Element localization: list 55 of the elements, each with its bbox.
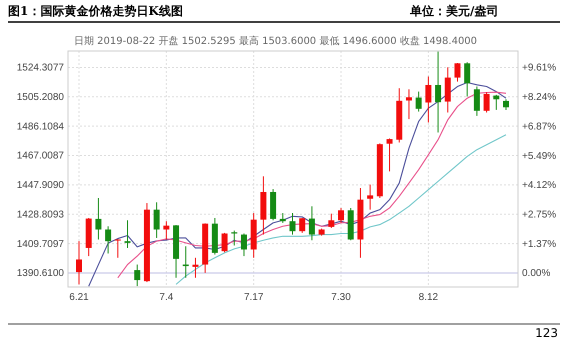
y-tick-label: 1467.0087 <box>16 150 64 162</box>
candlestick <box>444 66 451 113</box>
text: 123 <box>535 326 558 340</box>
y2-tick-label: +6.87% <box>522 121 556 132</box>
candlestick <box>240 232 247 257</box>
x-tick-label: 7.30 <box>331 292 352 304</box>
candlestick <box>290 212 296 236</box>
candlestick <box>493 94 500 110</box>
candlestick <box>435 51 442 133</box>
line-series <box>175 134 507 285</box>
y-tick-label: 1428.8093 <box>16 209 64 220</box>
candlestick <box>76 240 82 285</box>
candlestick <box>474 86 480 116</box>
candlestick <box>114 238 121 258</box>
chart-title: 图1：国际黄金价格走势日K线图 <box>8 4 183 18</box>
candlestick <box>416 91 422 112</box>
candlestick <box>222 232 228 253</box>
candlestick <box>406 88 412 120</box>
y-tick-label: 1505.2080 <box>16 92 64 104</box>
candlestick <box>192 257 198 278</box>
x-tick-label: 7.17 <box>244 292 264 304</box>
y-tick-label: 1524.3077 <box>16 62 64 74</box>
y2-tick-label: +5.49% <box>522 150 556 162</box>
y-tick-label: 1409.7097 <box>16 238 64 250</box>
x-tick-label: 7.4 <box>159 292 174 304</box>
text: 单位：美元/盎司 <box>409 4 498 18</box>
candlestick <box>95 197 102 240</box>
candlestick <box>464 62 470 98</box>
candlestick <box>105 226 112 254</box>
candlestick <box>154 202 160 238</box>
candlestick <box>338 207 344 224</box>
y-tick-label: 1390.6100 <box>16 268 64 280</box>
x-tick-label: 8.12 <box>418 292 439 304</box>
candlestick <box>163 220 170 240</box>
y-tick-label: 1486.1084 <box>16 121 64 132</box>
candlestick <box>134 264 140 287</box>
y2-tick-label: +4.12% <box>522 180 556 192</box>
x-tick-label: 6.21 <box>69 292 90 304</box>
candlestick <box>182 246 189 278</box>
candlestick <box>503 98 509 111</box>
y-tick-label: 1447.9090 <box>16 180 64 192</box>
candlestick <box>328 213 334 228</box>
text: 日期 2019-08-22 开盘 1502.5295 最高 1503.6000 最低 1496.6000 收盘 1498.4000 <box>74 35 478 47</box>
candlestick <box>386 138 393 172</box>
candlestick <box>308 206 315 241</box>
y2-tick-label: +8.24% <box>522 92 556 104</box>
candlestick <box>124 220 131 248</box>
y2-tick-label: 0.00% <box>522 268 550 280</box>
candlestick <box>299 217 306 234</box>
candlestick <box>484 92 490 113</box>
y2-tick-label: +9.61% <box>522 62 556 74</box>
candlestick <box>425 76 432 123</box>
y2-tick-label: +1.37% <box>522 238 556 250</box>
candlestick <box>454 62 460 82</box>
y2-tick-label: +2.75% <box>522 209 556 220</box>
